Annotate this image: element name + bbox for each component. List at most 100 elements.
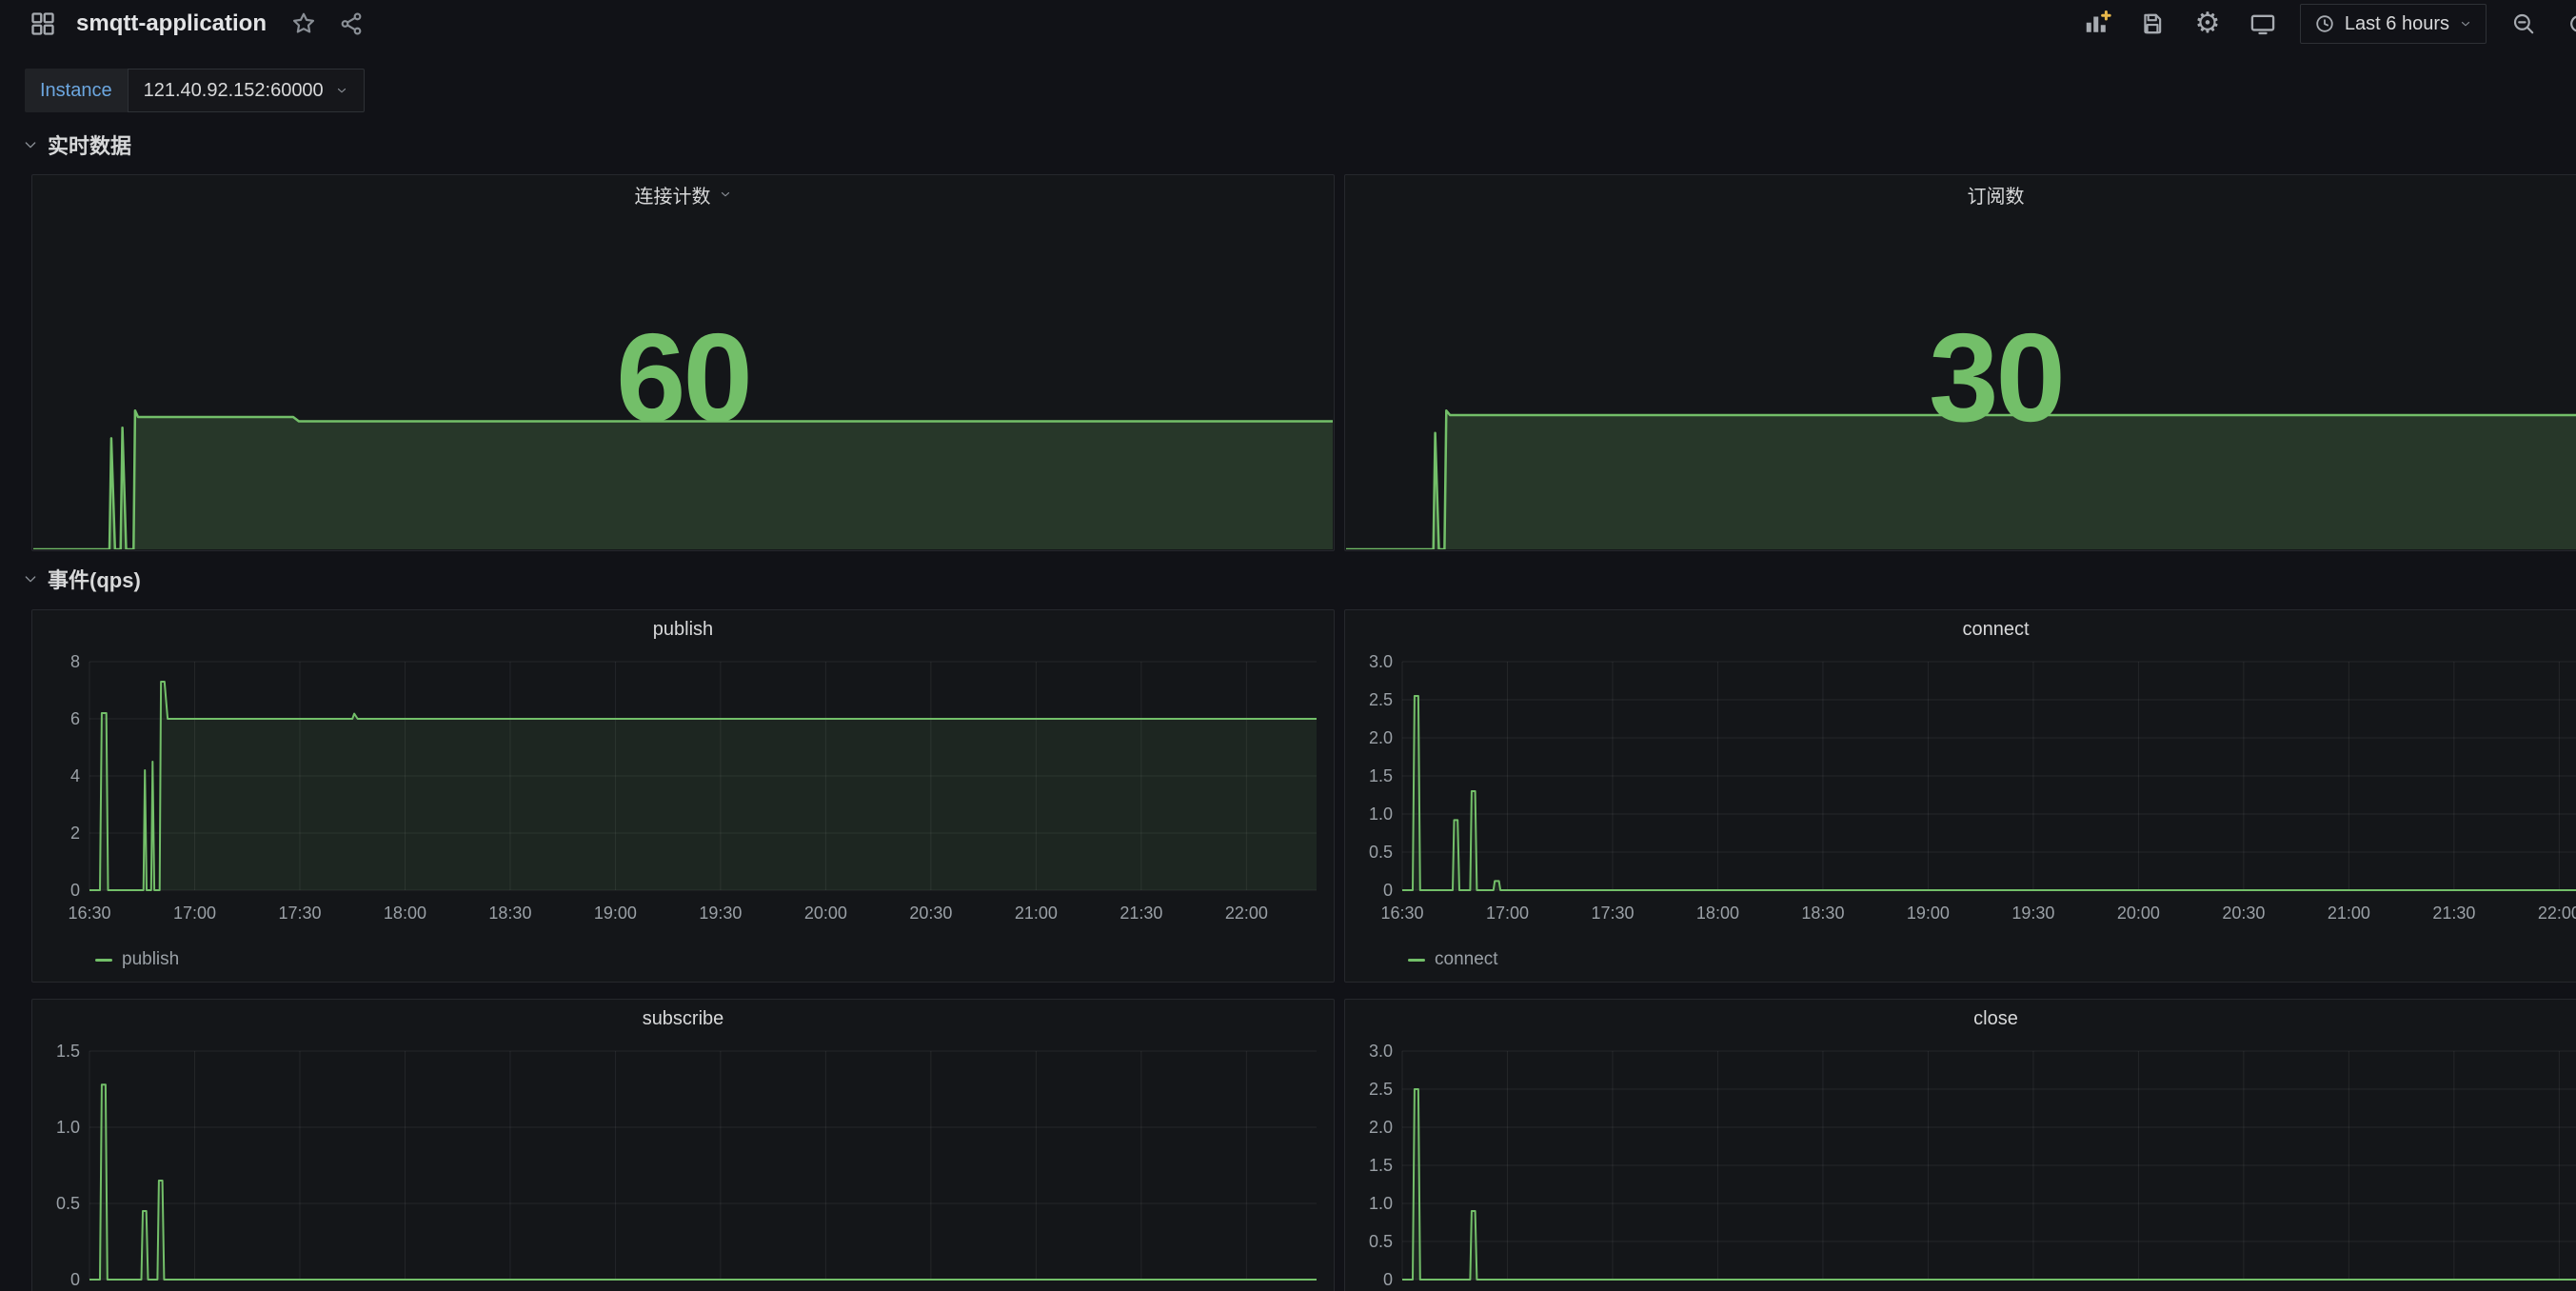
panel-header[interactable]: 连接计数	[32, 175, 1334, 213]
svg-text:0.5: 0.5	[56, 1194, 80, 1213]
svg-text:17:00: 17:00	[173, 904, 216, 923]
dashboard-settings-button[interactable]: ⚙	[2190, 6, 2226, 42]
time-range-label: Last 6 hours	[2344, 12, 2449, 34]
save-dashboard-button[interactable]	[2134, 6, 2170, 42]
svg-text:4: 4	[70, 766, 80, 785]
panel-menu-chevron-icon[interactable]	[719, 188, 732, 201]
svg-text:16:30: 16:30	[68, 904, 110, 923]
navbar-right: ⚙ Last 6 hours	[2079, 4, 2576, 44]
svg-text:0: 0	[70, 1270, 80, 1289]
legend-label: connect	[1435, 949, 1498, 969]
svg-text:3.0: 3.0	[1369, 652, 1393, 671]
dashboards-grid-button[interactable]	[25, 6, 61, 42]
svg-text:8: 8	[70, 652, 80, 671]
tv-icon	[2250, 14, 2275, 35]
panel-title[interactable]: publish	[652, 618, 714, 640]
svg-text:6: 6	[70, 709, 80, 728]
tv-mode-button[interactable]	[2245, 6, 2281, 42]
stat-sparkline	[1346, 405, 2576, 549]
panel-header[interactable]: subscribe	[32, 1000, 1334, 1038]
svg-text:2: 2	[70, 824, 80, 843]
svg-text:20:30: 20:30	[2222, 904, 2265, 923]
legend-item-connect[interactable]: connect	[1408, 949, 1498, 970]
grid-icon	[31, 12, 54, 35]
panel-close: close 16:3017:0017:3018:0018:3019:0019:3…	[1344, 999, 2576, 1291]
svg-text:0: 0	[1383, 1270, 1393, 1289]
legend-series-color	[95, 958, 112, 962]
svg-text:2.5: 2.5	[1369, 690, 1393, 709]
svg-text:21:30: 21:30	[1120, 904, 1162, 923]
panel-title[interactable]: connect	[1962, 618, 2030, 640]
subscribe-chart[interactable]: 16:3017:0017:3018:0018:3019:0019:3020:00…	[42, 1038, 1324, 1291]
share-button[interactable]	[333, 6, 369, 42]
panel-header[interactable]: close	[1345, 1000, 2576, 1038]
svg-text:1.5: 1.5	[1369, 766, 1393, 785]
svg-text:20:30: 20:30	[909, 904, 952, 923]
zoom-out-icon	[2513, 13, 2534, 34]
panel-subscribe: subscribe 16:3017:0017:3018:0018:3019:00…	[31, 999, 1335, 1291]
svg-text:21:00: 21:00	[1015, 904, 1058, 923]
panel-title[interactable]: 连接计数	[634, 186, 711, 208]
variable-label: Instance	[25, 69, 128, 112]
chevron-down-icon	[25, 576, 36, 583]
svg-text:19:30: 19:30	[699, 904, 742, 923]
refresh-icon	[2570, 15, 2576, 32]
svg-text:0: 0	[70, 881, 80, 900]
panel-connection-count: 连接计数 60	[31, 174, 1335, 551]
panel-title[interactable]: 订阅数	[1967, 186, 2025, 208]
navbar-left: smqtt-application	[25, 6, 369, 42]
svg-text:19:30: 19:30	[2011, 904, 2054, 923]
row-toggle-realtime[interactable]: 实时数据	[23, 129, 131, 160]
panel-header[interactable]: connect	[1345, 610, 2576, 648]
svg-text:0: 0	[1383, 881, 1393, 900]
panel-header[interactable]: 订阅数	[1345, 175, 2576, 213]
zoom-out-button[interactable]	[2506, 6, 2542, 42]
svg-text:1.0: 1.0	[56, 1118, 80, 1137]
refresh-button[interactable]	[2561, 6, 2576, 42]
stat-visualization: 60	[33, 213, 1333, 549]
instance-variable-dropdown[interactable]: 121.40.92.152:60000	[127, 69, 365, 112]
panel-title[interactable]: close	[1973, 1007, 2018, 1029]
close-chart[interactable]: 16:3017:0017:3018:0018:3019:0019:3020:00…	[1355, 1038, 2576, 1291]
svg-text:2.0: 2.0	[1369, 1118, 1393, 1137]
svg-text:21:30: 21:30	[2432, 904, 2475, 923]
chart-svg: 16:3017:0017:3018:0018:3019:0019:3020:00…	[56, 1042, 1317, 1289]
svg-text:19:00: 19:00	[1907, 904, 1950, 923]
star-icon	[292, 12, 315, 33]
connect-chart[interactable]: 16:30 17:00 17:30 18:00 18:30 19:00 19:30 20:00…	[1355, 648, 2576, 932]
row-title: 实时数据	[48, 134, 132, 158]
add-panel-button[interactable]	[2079, 6, 2115, 42]
legend-label: publish	[122, 949, 180, 969]
chevron-down-icon	[2461, 21, 2470, 27]
sparkline-svg	[33, 409, 1333, 549]
svg-text:18:00: 18:00	[384, 904, 426, 923]
svg-text:0.5: 0.5	[1369, 843, 1393, 862]
svg-text:20:00: 20:00	[804, 904, 847, 923]
svg-text:17:30: 17:30	[1591, 904, 1634, 923]
share-icon	[341, 12, 362, 35]
row-toggle-events-qps[interactable]: 事件(qps)	[23, 564, 141, 594]
svg-text:19:00: 19:00	[594, 904, 637, 923]
clock-icon	[2316, 15, 2333, 32]
chart-svg: 16:3017:0017:3018:0018:3019:0019:3020:00…	[1369, 1042, 2576, 1289]
panel-title[interactable]: subscribe	[642, 1007, 724, 1029]
instance-variable-value: 121.40.92.152:60000	[143, 79, 324, 101]
legend-series-color	[1408, 958, 1425, 962]
svg-text:16:30: 16:30	[1380, 904, 1423, 923]
publish-chart[interactable]: 16:30 17:00 17:30 18:00 18:30 19:00 19:30 20:00…	[42, 648, 1324, 932]
svg-text:1.0: 1.0	[1369, 1194, 1393, 1213]
time-range-picker[interactable]: Last 6 hours	[2299, 4, 2487, 44]
svg-text:18:30: 18:30	[1801, 904, 1844, 923]
legend-item-publish[interactable]: publish	[95, 949, 179, 970]
svg-text:0.5: 0.5	[1369, 1232, 1393, 1251]
chevron-down-icon	[25, 142, 36, 149]
svg-text:2.0: 2.0	[1369, 728, 1393, 747]
dashboard-title[interactable]: smqtt-application	[76, 10, 268, 36]
favorite-button[interactable]	[286, 6, 322, 42]
stat-sparkline	[33, 405, 1333, 549]
panel-header[interactable]: publish	[32, 610, 1334, 648]
chevron-down-icon	[337, 88, 346, 93]
stat-value: 30	[1929, 307, 2066, 447]
